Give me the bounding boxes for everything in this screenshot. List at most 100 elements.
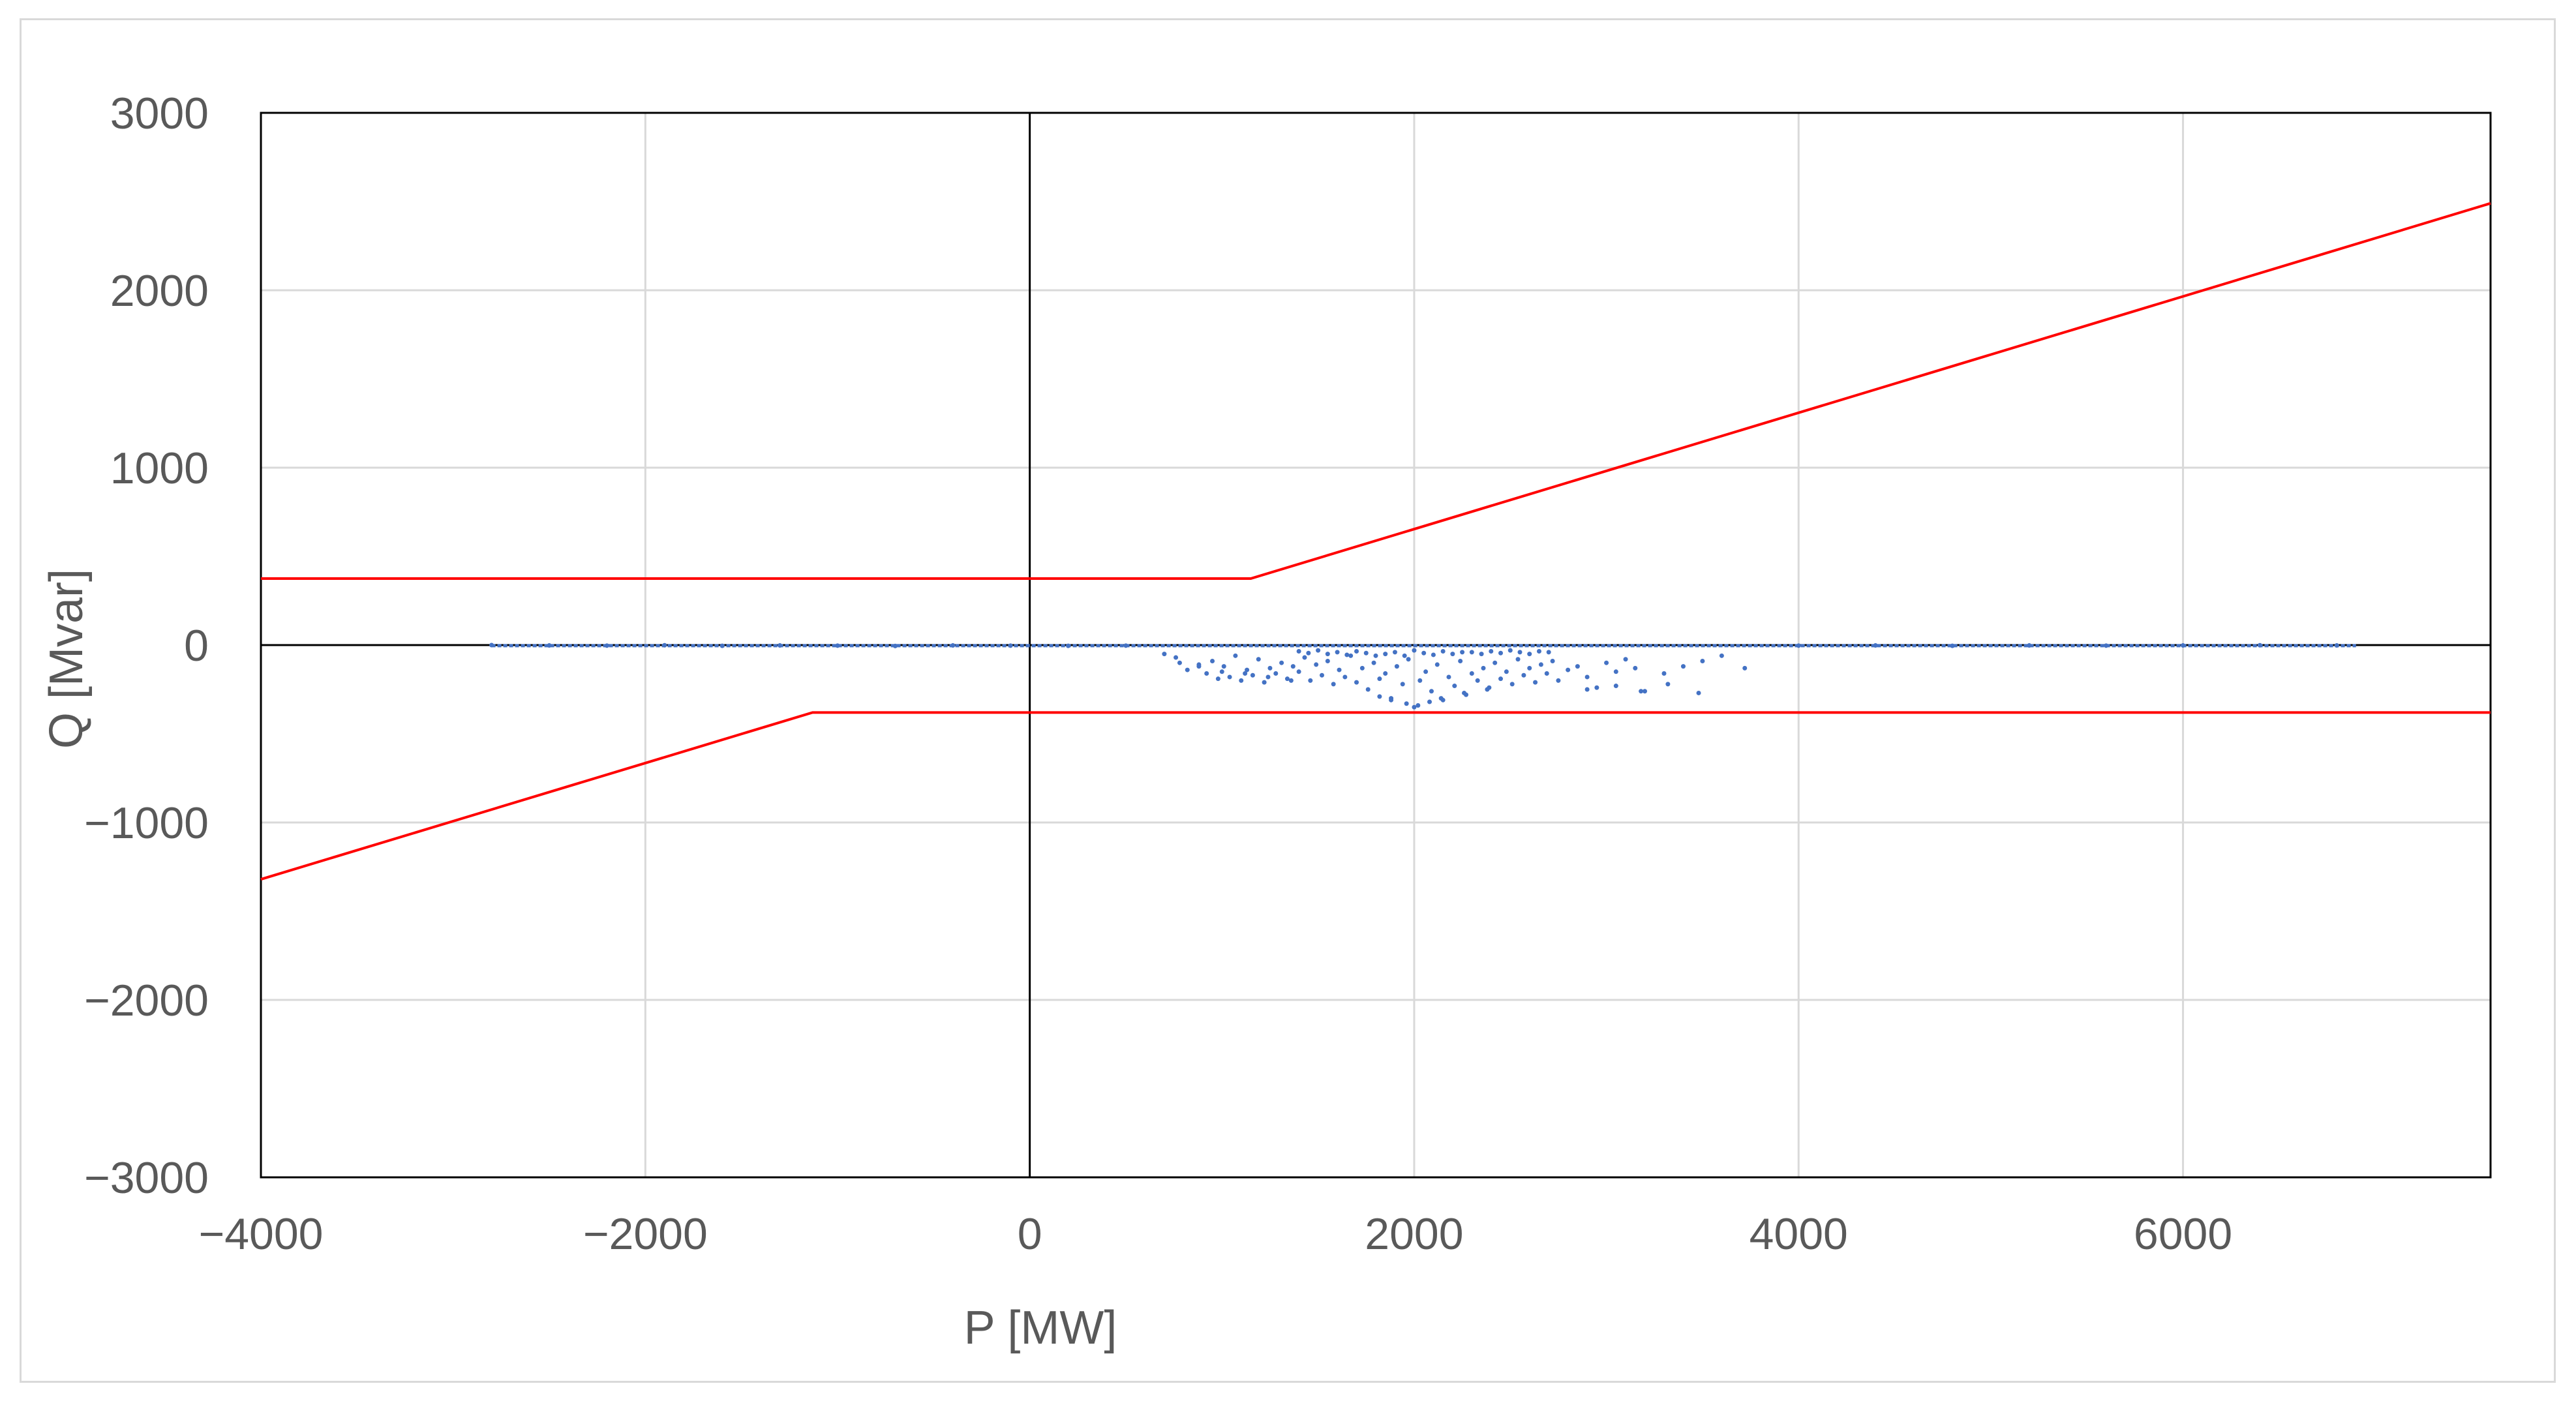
operating-point xyxy=(1359,665,1365,671)
operating-point xyxy=(1306,650,1311,656)
operating-point xyxy=(1509,682,1515,687)
y-tick-labels: −3000 −2000 −1000 0 1000 2000 3000 xyxy=(84,89,209,1203)
operating-point xyxy=(1302,655,1307,660)
operating-point xyxy=(1498,650,1504,656)
operating-point xyxy=(1481,665,1486,671)
operating-point xyxy=(1950,643,1955,648)
operating-point xyxy=(1245,667,1250,672)
operating-point xyxy=(2027,643,2032,648)
y-axis-title: Q [Mvar] xyxy=(40,569,93,749)
operating-point xyxy=(892,643,898,648)
operating-point xyxy=(1377,676,1382,682)
y-tick-label: 3000 xyxy=(110,89,209,138)
operating-point xyxy=(547,643,552,648)
chart-frame xyxy=(20,18,2556,1383)
operating-point xyxy=(1221,664,1226,669)
operating-point xyxy=(1604,660,1609,665)
operating-point xyxy=(1696,690,1701,695)
lower-limit-line xyxy=(260,711,2491,881)
operating-point xyxy=(1469,650,1474,655)
operating-point xyxy=(1700,658,1705,663)
operating-point xyxy=(1404,701,1409,706)
operating-point xyxy=(1219,669,1224,674)
operating-point xyxy=(1233,653,1238,658)
operating-point xyxy=(1383,652,1388,657)
operating-point xyxy=(1429,689,1434,694)
operating-point xyxy=(1538,662,1543,667)
operating-point xyxy=(1458,658,1463,663)
operating-point xyxy=(1402,653,1407,658)
operating-point xyxy=(1633,665,1638,671)
operating-point xyxy=(2181,643,2186,648)
operating-point xyxy=(1267,665,1273,671)
operating-point xyxy=(1566,667,1571,672)
operating-point xyxy=(1348,653,1354,658)
operating-point xyxy=(1550,658,1555,663)
operating-point xyxy=(1335,650,1340,655)
operating-point xyxy=(1239,678,1244,683)
operating-point xyxy=(1452,684,1457,689)
operating-point xyxy=(1517,650,1523,655)
operating-point xyxy=(1446,674,1451,680)
operating-point xyxy=(1665,682,1671,687)
operating-point xyxy=(1325,652,1330,657)
operating-point xyxy=(950,643,956,648)
x-tick-label: 2000 xyxy=(1365,1209,1463,1259)
operating-point xyxy=(1243,671,1248,676)
operating-point xyxy=(1394,664,1399,669)
operating-point xyxy=(1796,643,1801,648)
operating-point xyxy=(778,643,783,648)
operating-point xyxy=(1533,680,1538,685)
operating-point xyxy=(1363,650,1369,656)
operating-point xyxy=(1661,671,1667,676)
operating-point xyxy=(1504,669,1509,674)
y-tick-label: 2000 xyxy=(110,266,209,316)
operating-point xyxy=(1412,704,1417,710)
operating-point xyxy=(1373,653,1378,658)
operating-point xyxy=(1256,657,1261,662)
operating-point xyxy=(1613,684,1618,689)
y-tick-label: −2000 xyxy=(84,976,209,1025)
operating-point xyxy=(1210,658,1215,663)
operating-point xyxy=(1377,694,1382,699)
operating-point xyxy=(1527,652,1532,657)
operating-point xyxy=(1273,671,1279,676)
operating-point xyxy=(1337,667,1342,672)
operating-point xyxy=(1421,650,1427,656)
limit-lines xyxy=(260,202,2491,881)
operating-point xyxy=(662,642,667,648)
operating-point xyxy=(1290,664,1296,669)
operating-point xyxy=(1515,657,1521,662)
operating-point xyxy=(1680,664,1686,669)
operating-point xyxy=(1639,689,1644,694)
operating-point xyxy=(720,643,725,648)
upper-limit-line xyxy=(261,202,2491,580)
operating-point xyxy=(2104,643,2109,648)
operating-point xyxy=(1427,699,1432,704)
operating-point xyxy=(1400,682,1405,687)
operating-point xyxy=(1354,680,1359,685)
operating-point xyxy=(1485,687,1490,692)
operating-point xyxy=(1066,643,1071,648)
y-tick-label: −3000 xyxy=(84,1153,209,1203)
operating-point xyxy=(1556,678,1561,683)
operating-point xyxy=(1412,648,1417,653)
operating-point xyxy=(1423,669,1429,674)
operating-point xyxy=(1498,676,1504,682)
operating-point xyxy=(1319,672,1324,678)
operating-point xyxy=(1296,649,1301,654)
operating-point xyxy=(1204,671,1209,676)
x-tick-labels: −4000 −2000 0 2000 4000 6000 xyxy=(199,1209,2233,1259)
operating-point xyxy=(1406,657,1411,662)
operating-point xyxy=(1493,660,1498,665)
operating-point xyxy=(1344,652,1350,657)
operating-point xyxy=(1546,650,1551,655)
operating-point xyxy=(2257,642,2262,648)
operating-point xyxy=(1438,696,1444,701)
operating-point xyxy=(1536,649,1541,654)
x-tick-label: −4000 xyxy=(199,1209,324,1259)
operating-point xyxy=(2334,643,2339,648)
x-tick-label: 4000 xyxy=(1750,1209,1848,1259)
operating-point xyxy=(1584,674,1590,680)
y-tick-label: −1000 xyxy=(84,798,209,848)
